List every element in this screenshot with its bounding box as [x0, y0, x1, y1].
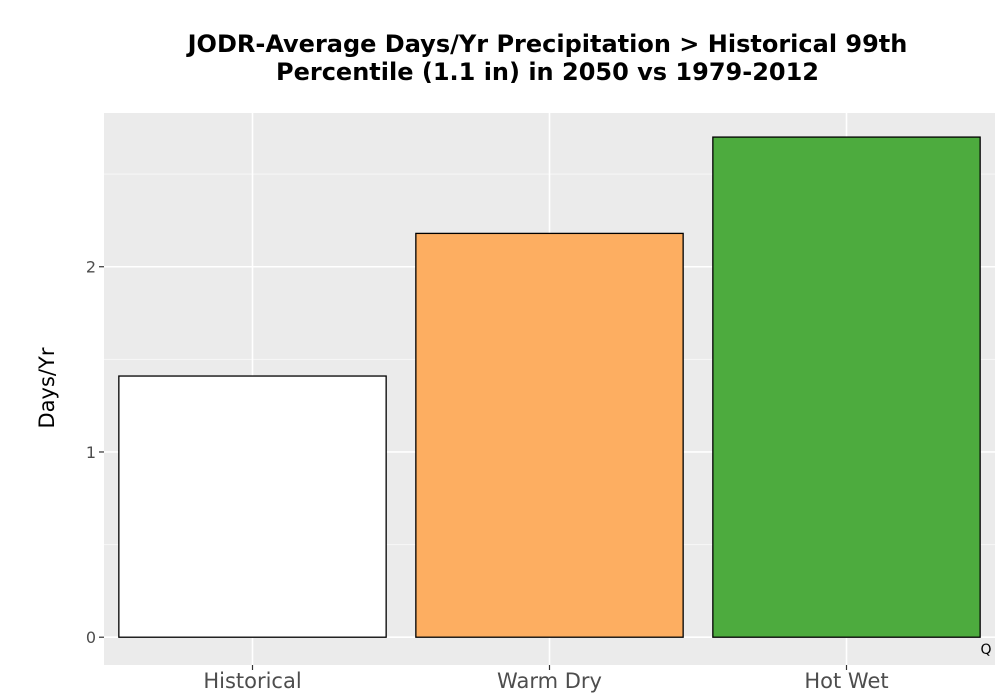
y-tick-label-0: 0 [86, 628, 96, 647]
bar-warm-dry [415, 232, 684, 638]
corner-note: Q [980, 642, 991, 658]
bar-historical [118, 375, 387, 638]
y-tick-label-2: 2 [86, 258, 96, 277]
x-tick-label-warm-dry: Warm Dry [497, 669, 602, 693]
x-axis: Historical Warm Dry Hot Wet [203, 665, 889, 693]
chart-title: JODR-Average Days/Yr Precipitation > His… [100, 30, 995, 86]
y-axis-label: Days/Yr [35, 347, 59, 428]
y-tick-label-1: 1 [86, 443, 96, 462]
chart-title-line-2: Percentile (1.1 in) in 2050 vs 1979-2012 [276, 58, 819, 86]
x-tick-label-hot-wet: Hot Wet [804, 669, 888, 693]
bar-hot-wet [712, 136, 981, 638]
bars [118, 136, 981, 638]
y-axis: 0 1 2 [86, 258, 104, 647]
x-tick-label-historical: Historical [203, 669, 301, 693]
chart-title-line-1: JODR-Average Days/Yr Precipitation > His… [187, 30, 908, 58]
